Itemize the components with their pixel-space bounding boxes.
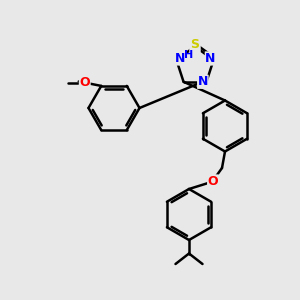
Text: O: O (208, 175, 218, 188)
Text: O: O (80, 76, 90, 89)
Text: N: N (198, 75, 208, 88)
Text: S: S (190, 38, 200, 52)
Text: N: N (206, 52, 216, 65)
Text: N: N (175, 52, 185, 65)
Text: H: H (184, 50, 193, 60)
